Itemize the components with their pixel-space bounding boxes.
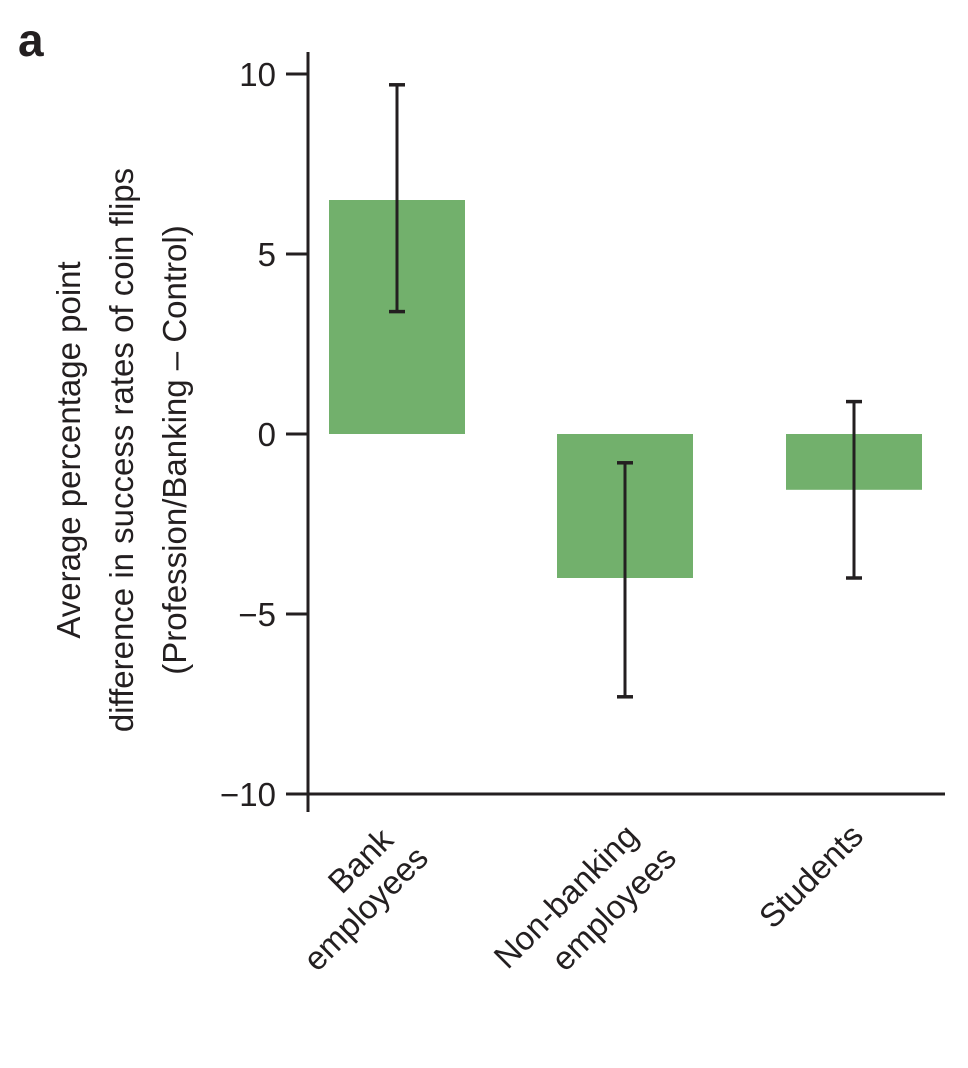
error-bars [389, 83, 862, 699]
category-label-2: Students [752, 817, 870, 935]
category-label-line: Students [752, 817, 870, 935]
error-bar-1 [617, 461, 633, 699]
y-tick-label: 5 [258, 236, 276, 273]
axes [286, 52, 945, 812]
y-axis-title-line: Average percentage point [50, 261, 87, 638]
error-bar-0 [389, 83, 405, 314]
panel-label: a [18, 14, 44, 66]
y-tick-label: 10 [239, 56, 276, 93]
y-ticks: 10 5 0 −5 −10 [220, 56, 308, 813]
y-axis-title: Average percentage point difference in su… [50, 168, 193, 732]
y-axis-title-line: difference in success rates of coin flip… [103, 168, 140, 732]
y-tick-label: 0 [258, 416, 276, 453]
error-bar-2 [846, 399, 862, 580]
y-axis-title-line: (Profession/Banking – Control) [156, 225, 193, 674]
y-tick-label: −10 [220, 776, 276, 813]
y-tick-label: −5 [238, 596, 276, 633]
